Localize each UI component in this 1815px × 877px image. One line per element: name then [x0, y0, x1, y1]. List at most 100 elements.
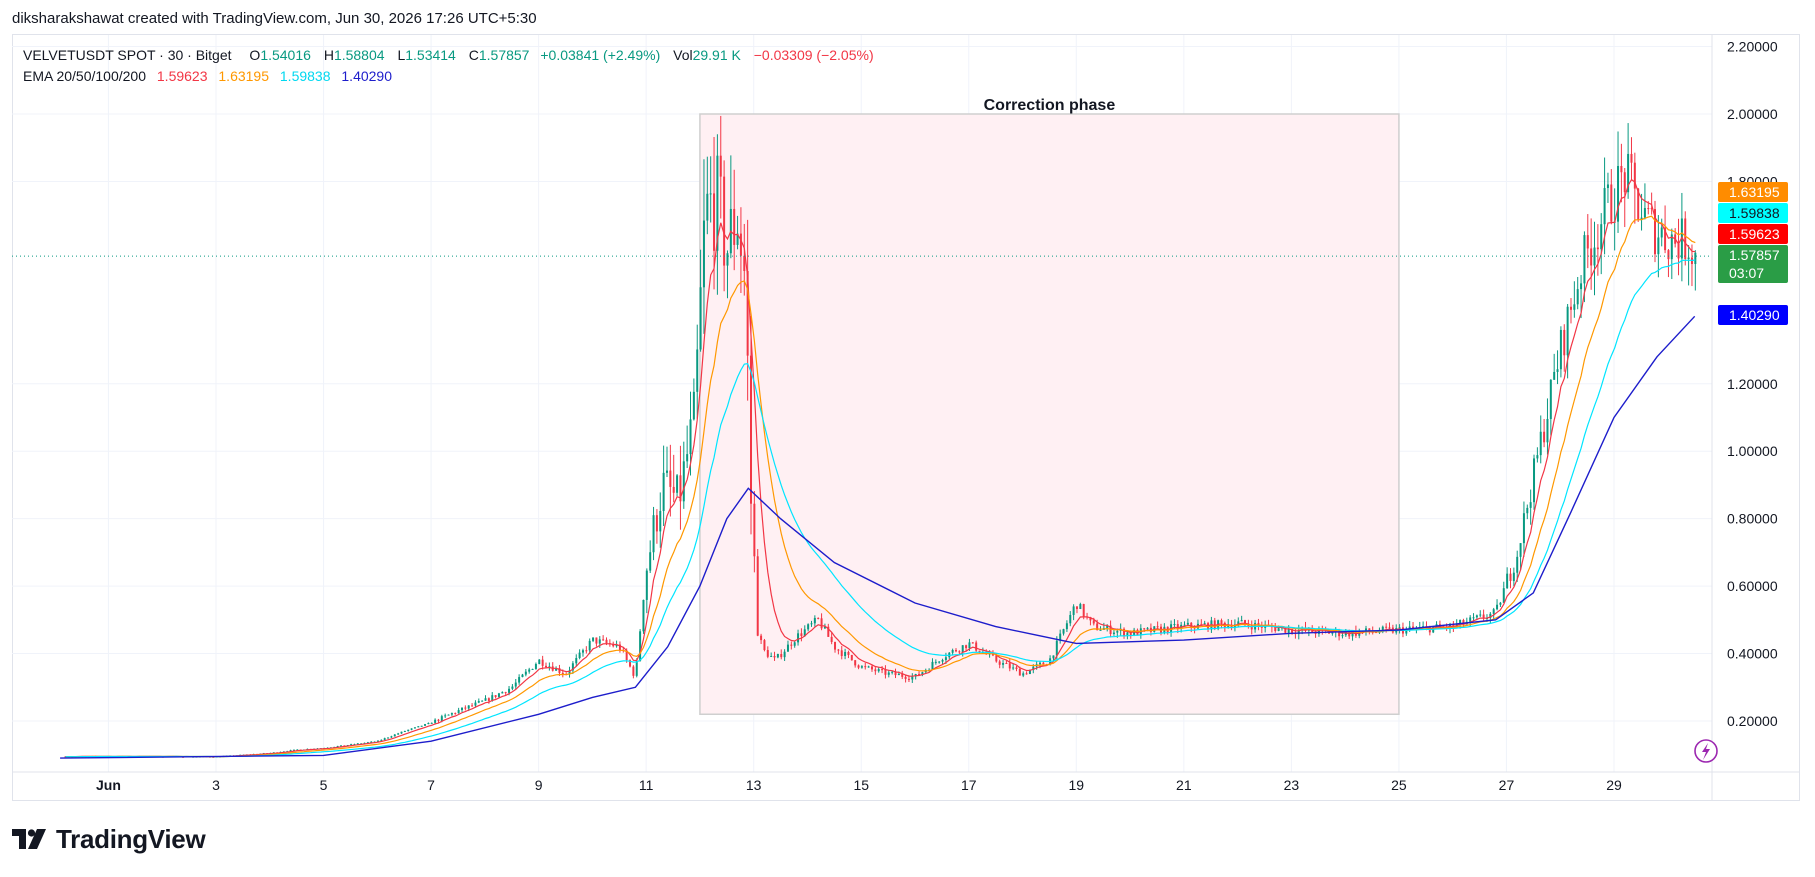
- candle-body: [870, 666, 873, 670]
- candle-body: [521, 674, 524, 678]
- candle-body: [1580, 283, 1583, 290]
- candle-body: [1015, 667, 1018, 669]
- candle-body: [403, 730, 406, 732]
- chart-frame[interactable]: [12, 34, 1800, 801]
- high-value: 1.58804: [333, 47, 385, 63]
- candle-body: [1099, 629, 1102, 631]
- candle-body: [383, 738, 386, 740]
- open-label: O: [249, 47, 261, 63]
- candle-body: [676, 475, 679, 493]
- candle-body: [723, 176, 726, 266]
- candle-body: [494, 695, 497, 697]
- candle-body: [834, 641, 837, 650]
- candle-body: [1617, 165, 1620, 222]
- date-tick-label: 25: [1391, 777, 1407, 793]
- ema100-line: [65, 259, 1696, 758]
- candle-body: [481, 700, 484, 702]
- ema100-price-tag-label: 1.59838: [1729, 205, 1780, 221]
- candle-body: [743, 255, 746, 272]
- candle-body: [571, 663, 574, 671]
- candle-body: [1287, 629, 1290, 633]
- candle-body: [1116, 630, 1119, 633]
- date-tick-label: 7: [427, 777, 435, 793]
- candle-body: [881, 669, 884, 671]
- ema200-value: 1.40290: [341, 68, 392, 84]
- candle-body: [995, 655, 998, 662]
- ema200-price-tag-label: 1.40290: [1729, 307, 1780, 323]
- tradingview-logo[interactable]: TradingView: [12, 824, 206, 855]
- candle-body: [850, 654, 853, 661]
- candle-body: [424, 724, 427, 726]
- candle-body: [427, 722, 430, 725]
- candle-body: [1096, 623, 1099, 631]
- date-tick-label: 23: [1284, 777, 1300, 793]
- candle-body: [437, 719, 440, 721]
- candle-body: [1062, 629, 1065, 634]
- candle-body: [1388, 627, 1391, 629]
- candle-body: [1475, 615, 1478, 618]
- symbol-label[interactable]: VELVETUSDT SPOT · 30 · Bitget: [23, 47, 232, 63]
- candle-body: [430, 722, 433, 724]
- correction-phase-box[interactable]: [699, 113, 1400, 716]
- candle-body: [575, 658, 578, 664]
- ema20-price-tag-label: 1.59623: [1729, 226, 1780, 242]
- date-tick-label: 11: [639, 777, 654, 793]
- candle-body: [662, 472, 665, 511]
- lightning-icon[interactable]: [1694, 739, 1718, 763]
- candle-body: [776, 654, 779, 658]
- candle-body: [813, 617, 816, 624]
- candle-body: [1250, 625, 1253, 630]
- candle-body: [1297, 630, 1300, 635]
- candle-body: [1331, 632, 1334, 634]
- candle-body: [1653, 209, 1656, 255]
- candle-body: [793, 642, 796, 646]
- ema-lines: [60, 178, 1696, 759]
- candle-body: [1368, 628, 1371, 632]
- date-tick-label: 29: [1606, 777, 1622, 793]
- candle-body: [951, 649, 954, 653]
- candle-body: [618, 644, 621, 651]
- ema50-price-tag-label: 1.63195: [1729, 184, 1780, 200]
- candle-body: [726, 253, 729, 266]
- candle-body: [420, 725, 423, 727]
- candle-body: [1385, 626, 1388, 628]
- candle-body: [968, 642, 971, 649]
- candle-body: [1660, 227, 1663, 238]
- ema-label[interactable]: EMA 20/50/100/200: [23, 68, 146, 84]
- candle-body: [292, 749, 295, 751]
- candle-body: [1479, 614, 1482, 616]
- candle-body: [1684, 218, 1687, 259]
- candle-body: [450, 713, 453, 715]
- candle-body: [1687, 257, 1690, 259]
- candle-body: [1203, 623, 1206, 625]
- candle-body: [1509, 573, 1512, 581]
- candle-body: [1549, 379, 1552, 419]
- candle-body: [528, 669, 531, 672]
- candle-body: [884, 669, 887, 675]
- ema50-line: [65, 215, 1696, 758]
- candle-body: [1075, 606, 1078, 609]
- candle-body: [1012, 667, 1015, 669]
- candle-body: [860, 666, 863, 668]
- candle-body: [457, 710, 460, 714]
- candle-body: [1284, 627, 1287, 633]
- candle-body: [289, 750, 292, 752]
- candle-body: [800, 633, 803, 636]
- candle-body: [397, 733, 400, 735]
- candle-body: [541, 659, 544, 666]
- date-tick-label: 9: [535, 777, 543, 793]
- close-label: C: [468, 47, 479, 63]
- candle-body: [1563, 329, 1566, 356]
- bar-countdown-label: 03:07: [1729, 265, 1764, 281]
- candle-body: [534, 664, 537, 669]
- candle-body: [635, 661, 638, 676]
- candle-body: [212, 756, 215, 758]
- high-label: H: [323, 47, 334, 63]
- correction-phase-label[interactable]: Correction phase: [984, 97, 1116, 114]
- change-value: +0.03841 (+2.49%): [540, 47, 661, 63]
- candle-body: [770, 656, 773, 658]
- ema50-price-tag: [1718, 182, 1788, 202]
- candle-body: [464, 707, 467, 709]
- last-price-tag-label: 1.57857: [1729, 247, 1780, 263]
